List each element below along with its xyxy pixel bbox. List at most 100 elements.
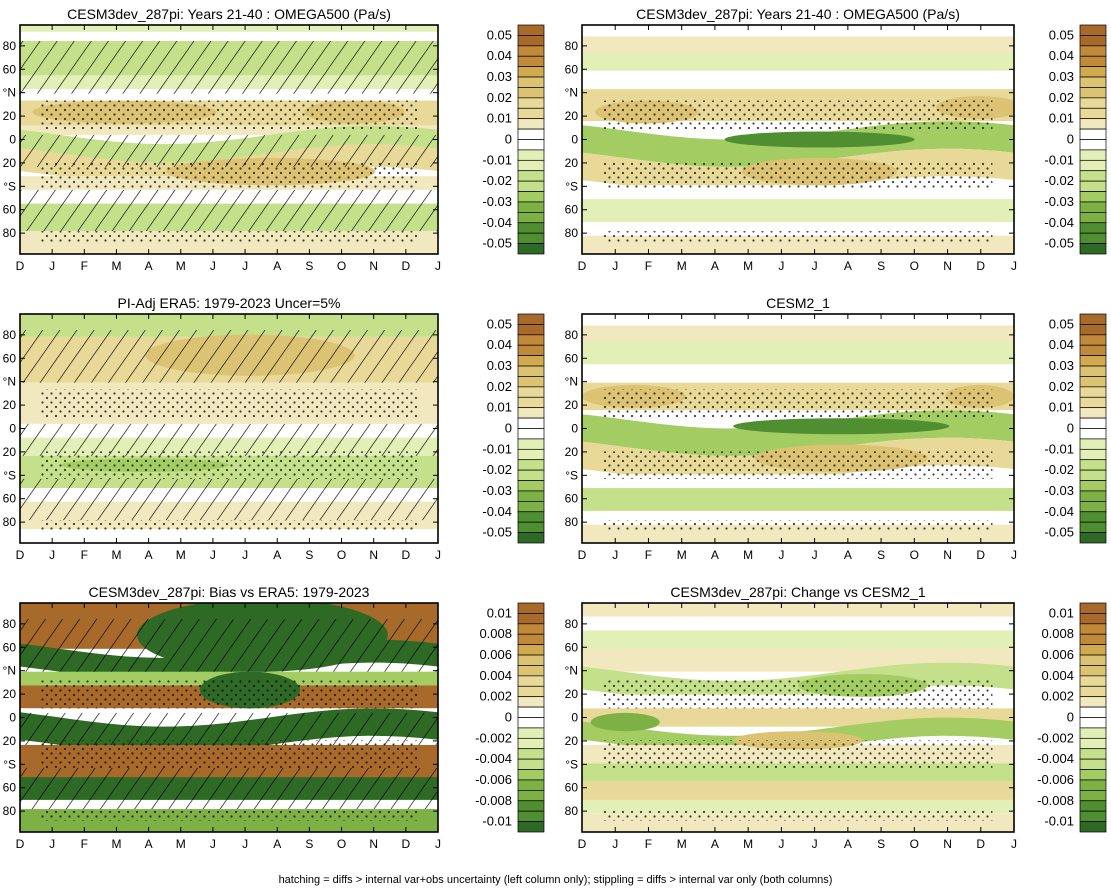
x-tick-label: J	[210, 259, 216, 273]
colorbar-box	[1079, 769, 1107, 781]
y-tick-label: 20	[565, 109, 579, 123]
colorbar-box	[517, 490, 545, 502]
x-tick-label: N	[369, 837, 378, 851]
y-tick-label: 20	[3, 687, 17, 701]
x-tick-label: A	[844, 548, 852, 562]
x-tick-label: J	[435, 259, 441, 273]
colorbar-box	[1079, 180, 1107, 192]
significance-stippling	[603, 100, 993, 131]
colorbar-box	[517, 521, 545, 533]
x-tick-label: M	[176, 548, 186, 562]
colorbar-box	[517, 675, 545, 687]
significance-hatching	[20, 478, 438, 521]
colorbar-label: 0	[505, 421, 512, 436]
colorbar-box	[517, 149, 545, 161]
contour-band	[20, 89, 438, 101]
x-tick-label: A	[273, 548, 281, 562]
x-tick-label: A	[145, 837, 153, 851]
y-tick-label: °N	[565, 664, 578, 678]
y-tick-label: °S	[565, 468, 578, 482]
x-tick-label: A	[844, 837, 852, 851]
colorbar-label: 0.008	[1041, 626, 1074, 641]
colorbar-box	[1079, 324, 1107, 336]
colorbar-box	[517, 790, 545, 802]
heatmap-field	[582, 314, 1014, 543]
colorbar-label: -0.04	[1044, 215, 1074, 230]
colorbar-box	[517, 448, 545, 461]
significance-stippling	[40, 520, 418, 532]
colorbar-box	[517, 758, 545, 770]
significance-stippling	[603, 451, 993, 479]
colorbar-box	[517, 243, 545, 255]
colorbar-label: 0.04	[487, 48, 512, 63]
colorbar-box	[1079, 365, 1107, 377]
colorbar-box	[1079, 810, 1107, 822]
colorbar-box	[1079, 76, 1107, 88]
colorbar-label: -0.02	[1044, 462, 1074, 477]
colorbar-box	[517, 45, 545, 57]
colorbar-box	[517, 344, 545, 356]
x-tick-label: J	[1011, 837, 1017, 851]
panel-2: CESM3dev_287pi: Years 21-40 : OMEGA500 (…	[565, 6, 1017, 273]
colorbar-box	[517, 107, 545, 120]
contour-blob	[724, 131, 915, 148]
colorbar-box	[1079, 758, 1107, 770]
y-tick-label: 80	[565, 328, 579, 342]
x-tick-label: J	[778, 837, 784, 851]
y-tick-label: 20	[565, 687, 579, 701]
colorbar-box	[1079, 386, 1107, 398]
colorbar-box	[517, 633, 545, 645]
x-tick-label: D	[578, 259, 587, 273]
x-tick-label: S	[877, 548, 885, 562]
colorbar-box	[517, 613, 545, 625]
colorbar-label: -0.004	[1037, 751, 1074, 766]
colorbar-box	[1079, 511, 1107, 523]
contour-band	[582, 616, 1014, 631]
y-tick-label: 60	[565, 203, 579, 217]
colorbar-box	[517, 696, 545, 708]
significance-hatching	[20, 330, 438, 383]
colorbar-box	[517, 118, 545, 130]
x-tick-label: M	[111, 548, 121, 562]
x-tick-label: D	[578, 837, 587, 851]
colorbar-box	[1079, 344, 1107, 356]
colorbar-box	[517, 159, 545, 172]
colorbar-box	[1079, 696, 1107, 708]
colorbar-box	[1079, 501, 1107, 513]
significance-stippling	[603, 520, 993, 532]
colorbar-box	[1079, 66, 1107, 78]
panel-title: CESM3dev_287pi: Years 21-40 : OMEGA500 (…	[636, 6, 960, 22]
colorbar-box	[517, 66, 545, 78]
colorbar-box	[517, 212, 545, 224]
colorbar-box	[517, 438, 545, 450]
colorbar-label: -0.04	[482, 215, 512, 230]
x-tick-label: J	[778, 548, 784, 562]
y-tick-label: 0	[9, 133, 16, 147]
colorbar: 0.05 0.04 0.03 0.02 0.01 0 -0.01 -0.02 -0.03 -0.0…	[1044, 313, 1107, 544]
colorbar-box	[517, 800, 545, 812]
y-tick-label: 0	[571, 711, 578, 725]
y-tick-label: 20	[565, 156, 579, 170]
footnote: hatching = diffs > internal var+obs unce…	[278, 874, 833, 886]
colorbar-box	[1079, 821, 1107, 833]
colorbar-box	[1079, 438, 1107, 450]
x-tick-label: J	[612, 548, 618, 562]
x-tick-label: D	[976, 837, 985, 851]
colorbar-label: -0.008	[1037, 793, 1074, 808]
x-tick-label: J	[1011, 259, 1017, 273]
colorbar-label: 0.004	[1041, 668, 1074, 683]
y-tick-label: 80	[565, 804, 579, 818]
colorbar-label: 0	[505, 710, 512, 725]
colorbar-box	[1079, 149, 1107, 161]
contour-band	[582, 781, 1014, 800]
colorbar-label: 0.004	[479, 668, 512, 683]
colorbar-box	[1079, 480, 1107, 492]
colorbar-label: 0.008	[479, 626, 512, 641]
y-tick-label: 0	[9, 422, 16, 436]
contour-band	[582, 36, 1014, 53]
x-tick-label: J	[778, 259, 784, 273]
contour-band	[20, 31, 438, 42]
colorbar-box	[517, 821, 545, 833]
panel-title: CESM3dev_287pi: Change vs CESM2_1	[670, 584, 925, 600]
significance-stippling	[603, 809, 993, 821]
